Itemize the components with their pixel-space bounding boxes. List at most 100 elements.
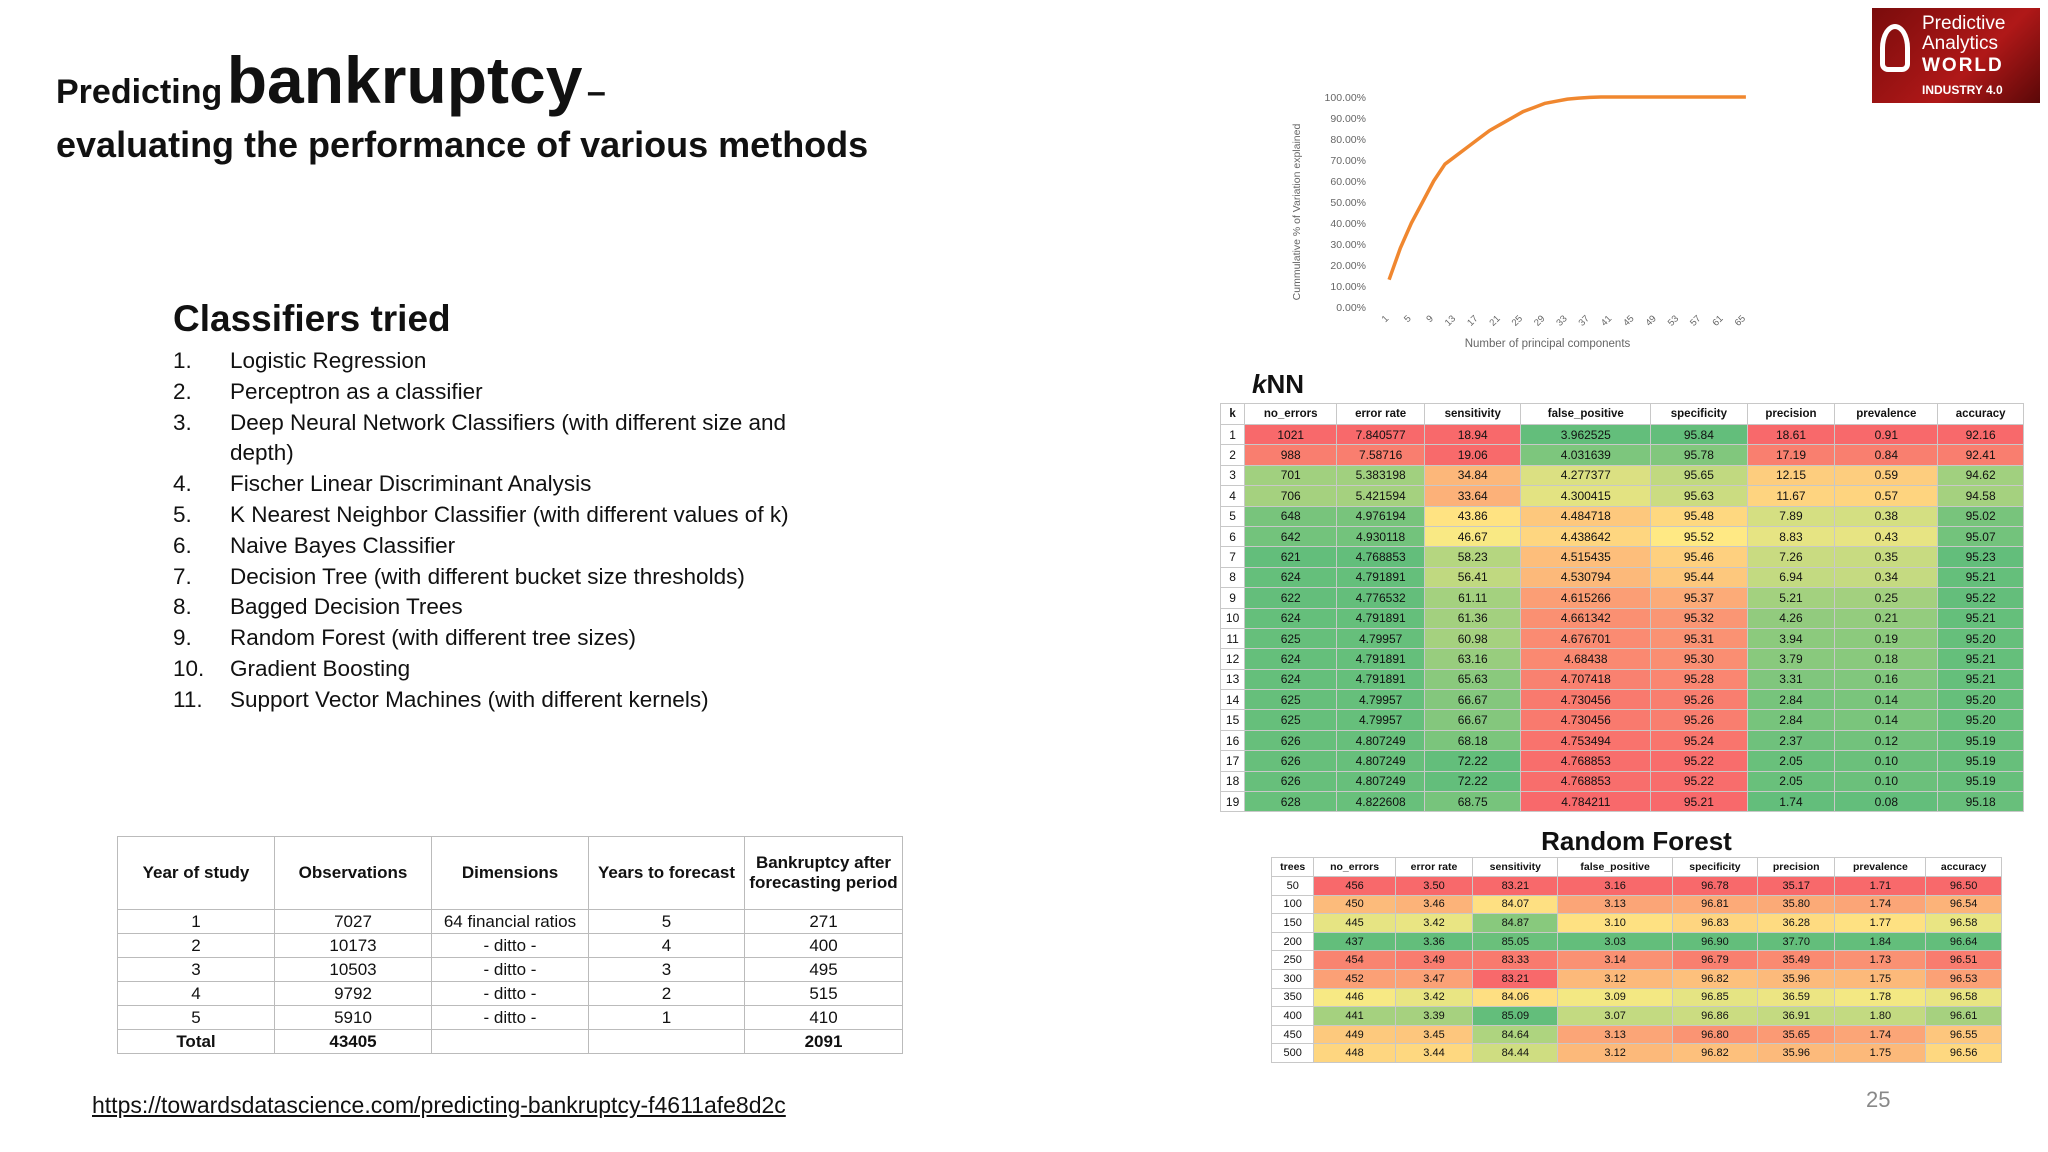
table-row: 8 624 4.791891 56.41 4.530794 95.44 6.94 0.34 95… <box>1219 566 2024 589</box>
heat-cell: 85.09 <box>1472 1006 1559 1026</box>
heat-cell: 454 <box>1313 950 1396 970</box>
heat-cell: 624 <box>1244 668 1338 691</box>
heat-cell: 65.63 <box>1424 668 1522 691</box>
knn-nn: NN <box>1266 369 1305 399</box>
table-row: 2 10173- ditto -4 400 <box>117 933 903 958</box>
heat-cell: 60.98 <box>1424 627 1522 650</box>
table-cell: - ditto - <box>431 933 589 958</box>
table-row: 3 701 5.383198 34.84 4.277377 95.65 12.15 0.59 9… <box>1219 464 2024 487</box>
heat-cell: 3.49 <box>1394 950 1474 970</box>
heat-cell: 95.21 <box>1937 607 2024 629</box>
heat-cell: 445 <box>1313 913 1396 933</box>
heat-cell: 96.78 <box>1671 876 1758 896</box>
heat-cell: 96.53 <box>1925 968 2002 989</box>
item-text: Bagged Decision Trees <box>230 594 463 620</box>
heat-cell: 625 <box>1244 709 1338 731</box>
table-row: 100 450 3.46 84.07 3.13 96.81 35.80 1.74 96.54 <box>1270 894 2002 915</box>
heat-cell: 706 <box>1244 485 1338 507</box>
table-row: 4 706 5.421594 33.64 4.300415 95.63 11.67 0.57 9… <box>1219 485 2024 507</box>
heat-cell: 3.42 <box>1394 987 1474 1008</box>
heat-cell: 56.41 <box>1424 566 1522 589</box>
heat-cell: 3.46 <box>1394 894 1474 915</box>
y-tick-label: 100.00% <box>1325 92 1366 104</box>
y-tick-label: 90.00% <box>1330 113 1366 125</box>
item-number: 10. <box>173 655 205 681</box>
heat-cell: 4.976194 <box>1336 505 1426 527</box>
heat-cell: 4.79957 <box>1336 627 1426 650</box>
heat-cell: 2.84 <box>1746 689 1836 711</box>
list-item: 9. Random Forest (with different tree siz… <box>173 623 830 654</box>
table-row: 9 622 4.776532 61.11 4.615266 95.37 5.21 0.25 95… <box>1219 587 2024 609</box>
heat-cell: 95.21 <box>1937 648 2024 670</box>
heat-cell: 95.24 <box>1650 729 1748 752</box>
table-row: 12 624 4.791891 63.16 4.68438 95.30 3.79 0.18 95… <box>1219 648 2024 670</box>
row-label: 17 <box>1219 750 1246 772</box>
table-row: 1 7027 64 financial ratios 5 271 <box>117 909 903 934</box>
heat-cell: 95.30 <box>1650 648 1748 670</box>
list-item: 3. Deep Neural Network Classifiers (with … <box>173 408 830 470</box>
row-label: 50 <box>1270 876 1315 896</box>
column-header: accuracy <box>1925 857 2002 877</box>
item-number: 7. <box>173 563 192 589</box>
table-row: 300 452 3.47 83.21 3.12 96.82 35.96 1.75 96.53 <box>1270 968 2002 989</box>
heat-cell: 96.80 <box>1671 1024 1758 1045</box>
heat-cell: 7.26 <box>1746 546 1836 568</box>
heat-cell: 95.07 <box>1937 525 2024 548</box>
item-text: Perceptron as a classifier <box>230 378 483 404</box>
x-tick-label: 41 <box>1599 313 1614 328</box>
heat-cell: 4.484718 <box>1520 505 1652 527</box>
heat-cell: 0.10 <box>1834 750 1939 772</box>
heat-cell: 4.807249 <box>1336 750 1426 772</box>
heat-cell: 0.35 <box>1834 546 1939 568</box>
logo-text: Analytics <box>1922 33 1999 54</box>
heat-cell: 35.96 <box>1756 1043 1836 1063</box>
heat-cell: 449 <box>1313 1024 1396 1045</box>
heat-cell: 96.58 <box>1925 913 2002 933</box>
heat-cell: 46.67 <box>1424 525 1522 548</box>
row-label: 500 <box>1270 1043 1315 1063</box>
heat-cell: 95.84 <box>1650 423 1748 446</box>
title-main: bankruptcy <box>226 43 583 117</box>
table-row: 13 624 4.791891 65.63 4.707418 95.28 3.31 0.16 9… <box>1219 668 2024 691</box>
heat-cell: 0.16 <box>1834 668 1939 691</box>
heat-cell: 701 <box>1244 464 1338 487</box>
table-row: 2 988 7.58716 19.06 4.031639 95.78 17.19 0.84 92… <box>1219 444 2024 466</box>
heat-cell: 96.51 <box>1925 950 2002 970</box>
row-label: 13 <box>1219 668 1246 691</box>
total-row: Total 43405 2091 <box>117 1029 903 1054</box>
source-link[interactable]: https://towardsdatascience.com/predictin… <box>92 1092 786 1118</box>
x-tick-label: 37 <box>1577 313 1592 328</box>
heat-cell: 446 <box>1313 987 1396 1008</box>
heat-cell: 35.96 <box>1756 968 1836 989</box>
heat-cell: 4.791891 <box>1336 607 1426 629</box>
row-label: 18 <box>1219 770 1246 793</box>
heat-cell: 96.82 <box>1671 968 1758 989</box>
rf-table: trees no_errors error rate sensitivity false… <box>1270 857 2002 1063</box>
heat-cell: 95.19 <box>1937 729 2024 752</box>
heat-cell: 83.33 <box>1472 950 1559 970</box>
heat-cell: 84.44 <box>1472 1043 1559 1063</box>
heat-cell: 96.56 <box>1925 1043 2002 1063</box>
heat-cell: 4.768853 <box>1520 770 1652 793</box>
row-label: 5 <box>1219 505 1246 527</box>
empty-cell <box>588 1029 745 1054</box>
column-header: Observations <box>274 836 432 910</box>
heat-cell: 35.65 <box>1756 1024 1836 1045</box>
heat-cell: 95.18 <box>1937 791 2024 813</box>
header-row: Year of study Observations Dimensions Years… <box>117 836 903 910</box>
heat-cell: 3.12 <box>1557 968 1673 989</box>
heat-cell: 95.22 <box>1937 587 2024 609</box>
heat-cell: 626 <box>1244 729 1338 752</box>
heat-cell: 4.807249 <box>1336 729 1426 752</box>
column-header: no_errors <box>1313 857 1396 877</box>
heat-cell: 58.23 <box>1424 546 1522 568</box>
x-tick-label: 33 <box>1554 313 1569 328</box>
heat-cell: 2.05 <box>1746 750 1836 772</box>
heat-cell: 84.64 <box>1472 1024 1559 1045</box>
table-row: 15 625 4.79957 66.67 4.730456 95.26 2.84 0.14 95… <box>1219 709 2024 731</box>
heat-cell: 0.21 <box>1834 607 1939 629</box>
y-tick-label: 60.00% <box>1330 176 1366 188</box>
column-header: prevalence <box>1834 857 1927 877</box>
heat-cell: 0.91 <box>1834 423 1939 446</box>
table-row: 4 9792- ditto -2 515 <box>117 981 903 1006</box>
